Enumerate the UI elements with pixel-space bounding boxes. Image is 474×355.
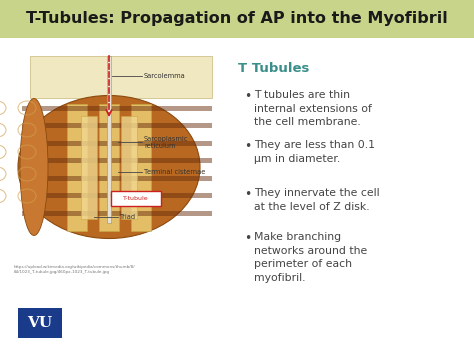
Text: •: • [244,232,251,245]
Text: VU: VU [27,316,53,330]
Bar [22,106,212,111]
Text: T Tubules: T Tubules [238,62,310,75]
Ellipse shape [18,95,200,239]
Bar [67,104,87,231]
Text: They innervate the cell
at the level of Z disk.: They innervate the cell at the level of … [254,188,380,212]
Text: •: • [244,188,251,201]
Bar [22,141,212,146]
Bar [12,52,222,257]
Text: Triad: Triad [120,214,136,220]
Bar [22,176,212,181]
Bar [81,116,97,219]
Text: T-Tubules: Propagation of AP into the Myofibril: T-Tubules: Propagation of AP into the My… [26,11,448,27]
Text: They are less than 0.1
μm in diameter.: They are less than 0.1 μm in diameter. [254,140,375,164]
Bar [107,56,111,223]
Bar [22,211,212,216]
Bar [121,116,137,219]
Text: •: • [244,90,251,103]
Text: T tubules are thin
internal extensions of
the cell membrane.: T tubules are thin internal extensions o… [254,90,372,127]
Text: Sarcoplasmic
reticulum: Sarcoplasmic reticulum [144,136,188,148]
Bar [30,56,212,98]
Bar [131,104,151,231]
Text: Terminal cisternae: Terminal cisternae [144,169,205,175]
Text: T-tubule: T-tubule [123,196,149,201]
Bar [18,308,62,338]
Bar [22,193,212,198]
Text: https://upload.wikimedia.org/wikipedia/commons/thumb/8/
84/1023_T-tubule.jpg/460: https://upload.wikimedia.org/wikipedia/c… [14,265,136,274]
Bar [22,123,212,128]
FancyBboxPatch shape [111,191,161,206]
Text: •: • [244,140,251,153]
Bar [0,38,474,355]
Bar [22,158,212,163]
Text: Sarcolemma: Sarcolemma [144,73,186,79]
Bar [0,0,474,38]
Text: Make branching
networks around the
perimeter of each
myofibril.: Make branching networks around the perim… [254,232,367,283]
Ellipse shape [20,98,48,235]
Bar [99,104,119,231]
